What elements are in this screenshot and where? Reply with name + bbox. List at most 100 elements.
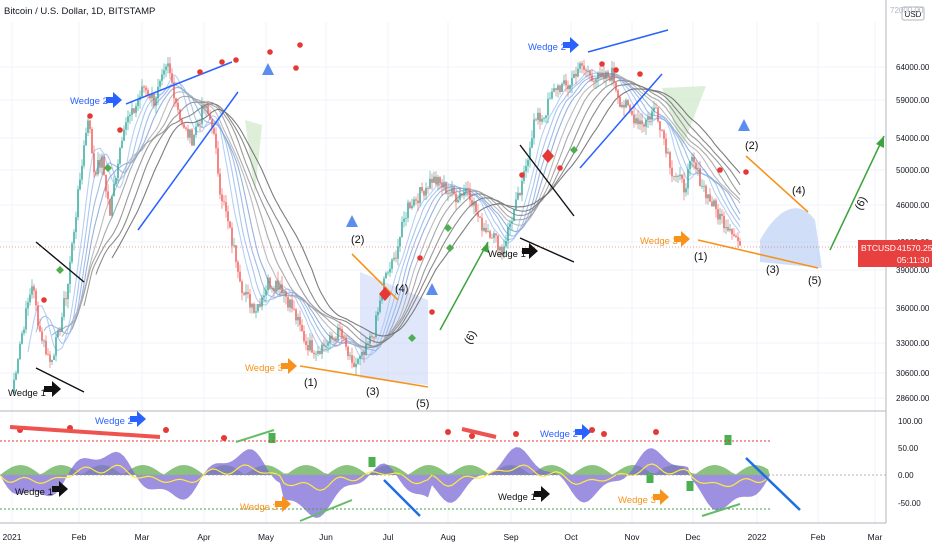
candle-body <box>351 355 353 363</box>
candle-body <box>45 340 47 355</box>
candle-body <box>161 74 163 81</box>
candle-body <box>707 194 709 199</box>
candle-body <box>705 185 707 199</box>
candle-body <box>111 196 113 216</box>
time-axis[interactable]: 2021 Feb Mar Apr May Jun Jul Aug Sep Oct Nov Dec 202… <box>3 532 883 542</box>
candle-body <box>467 188 469 190</box>
candle-body <box>439 177 441 184</box>
candle-body <box>425 187 427 196</box>
candle-body <box>131 108 133 115</box>
candle-body <box>385 272 387 279</box>
ma-line <box>111 88 741 337</box>
candle-body <box>431 178 433 183</box>
price-axis-top: 72000.00 <box>890 6 924 15</box>
candle-body <box>77 189 79 218</box>
candle-body <box>687 169 689 189</box>
candle-body <box>721 213 723 216</box>
candle-body <box>333 338 335 340</box>
osc-buy-flag <box>268 433 276 443</box>
candle-body <box>409 202 411 209</box>
candle-body <box>727 227 729 231</box>
candle-body <box>665 138 667 154</box>
candle-body <box>259 303 261 307</box>
arrow-right-icon <box>44 381 61 397</box>
candle-body <box>501 247 503 255</box>
candle-body <box>491 237 493 239</box>
candle-body <box>541 118 543 122</box>
candle-body <box>281 284 283 294</box>
candle-body <box>337 327 339 341</box>
osc-sell-dot <box>513 431 519 437</box>
time-axis-label: Nov <box>624 532 640 542</box>
candle-body <box>361 351 363 356</box>
candle-body <box>49 354 51 362</box>
candle-body <box>165 66 167 71</box>
buy-diamond <box>408 334 416 342</box>
candle-body <box>583 65 585 70</box>
candle-body <box>189 129 191 138</box>
candle-body <box>637 118 639 125</box>
osc-axis[interactable]: 100.00 50.00 0.00 -50.00 <box>898 417 923 508</box>
topping-shade-b <box>662 86 706 148</box>
candle-body <box>167 63 169 67</box>
candle-body <box>623 104 625 108</box>
candle-body <box>29 294 31 303</box>
buy-diamond <box>56 266 64 274</box>
candle-body <box>677 176 679 177</box>
candle-body <box>693 157 695 163</box>
candle-body <box>21 333 23 344</box>
candle-body <box>93 153 95 173</box>
candle-body <box>203 105 205 109</box>
candle-body <box>73 232 75 244</box>
candle-body <box>201 105 203 124</box>
candle-body <box>407 202 409 218</box>
buy-diamond <box>444 224 452 232</box>
osc-axis-label: 50.00 <box>898 444 919 453</box>
candle-body <box>233 245 235 247</box>
candle-body <box>171 73 173 83</box>
price-axis-label: 33000.00 <box>896 339 930 348</box>
candle-body <box>417 200 419 204</box>
candle-body <box>657 107 659 122</box>
candle-body <box>641 120 643 125</box>
candle-body <box>273 288 275 292</box>
candle-body <box>655 107 657 109</box>
candle-body <box>649 116 651 120</box>
candle-body <box>123 129 125 141</box>
candle-body <box>609 76 611 81</box>
price-axis-label: 28600.00 <box>896 394 930 403</box>
candle-body <box>679 174 681 177</box>
currency-badge[interactable] <box>901 6 925 21</box>
candle-body <box>557 85 559 90</box>
candle-body <box>313 352 315 355</box>
candle-body <box>393 257 395 260</box>
candle-body <box>31 286 33 295</box>
candle-body <box>109 199 111 216</box>
candle-body <box>315 353 317 355</box>
label-count2-b: (2) <box>745 140 758 152</box>
price-axis-label: 46000.00 <box>896 201 930 210</box>
candle-body <box>291 299 293 309</box>
candle-body <box>369 336 371 344</box>
candle-body <box>83 145 85 166</box>
osc-yellow-line <box>0 463 769 492</box>
candle-body <box>487 231 489 233</box>
candle-body <box>331 335 333 339</box>
candle-body <box>235 245 237 262</box>
candle-body <box>329 335 331 343</box>
candle-body <box>735 235 737 238</box>
time-axis-label: Sep <box>503 532 518 542</box>
candle-body <box>449 192 451 194</box>
candle-body <box>241 281 243 293</box>
candle-body <box>543 117 545 119</box>
candle-body <box>99 159 101 168</box>
ma-line <box>43 72 741 351</box>
candle-body <box>379 300 381 312</box>
candle-body <box>395 257 397 259</box>
label-wedge1-b: Wedge 1 <box>488 249 526 260</box>
time-axis-label: Jul <box>383 532 394 542</box>
candle-body <box>575 73 577 77</box>
ma-line <box>71 77 741 349</box>
